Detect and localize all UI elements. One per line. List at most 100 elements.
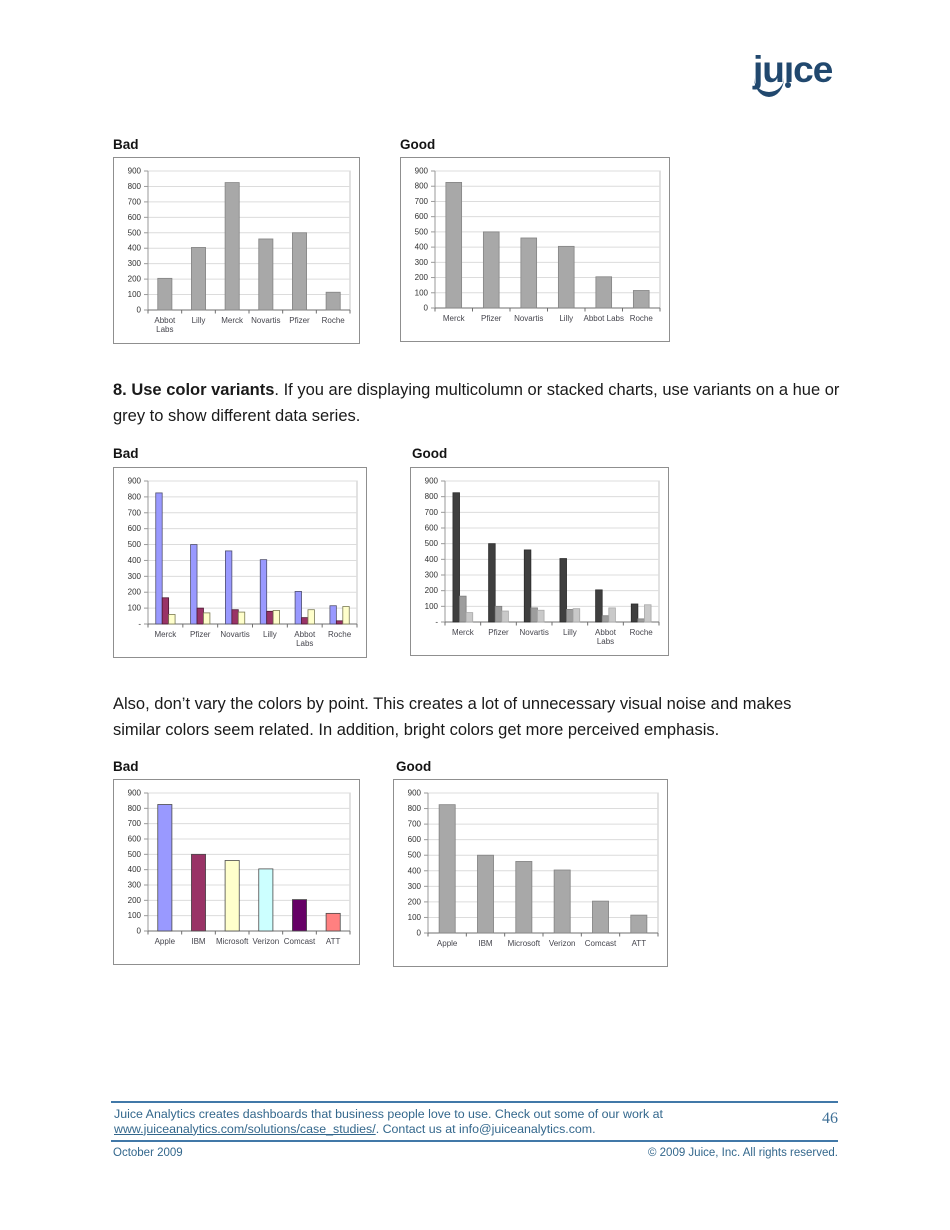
paragraph-color-by-point: Also, don’t vary the colors by point. Th… <box>113 691 843 744</box>
svg-text:Novartis: Novartis <box>220 630 249 639</box>
footer-rule-top <box>111 1101 838 1103</box>
svg-text:100: 100 <box>408 913 422 922</box>
bar <box>501 610 509 623</box>
bar <box>272 610 280 625</box>
bar <box>601 615 610 623</box>
svg-text:100: 100 <box>128 604 142 613</box>
bar <box>445 182 463 309</box>
bar <box>191 247 206 311</box>
svg-text:IBM: IBM <box>191 937 206 946</box>
svg-text:200: 200 <box>425 586 439 595</box>
svg-text:200: 200 <box>128 896 142 905</box>
svg-text:Apple: Apple <box>155 937 176 946</box>
svg-text:Pfizer: Pfizer <box>488 628 509 637</box>
svg-text:0: 0 <box>417 929 422 938</box>
svg-text:400: 400 <box>415 243 429 252</box>
svg-text:0: 0 <box>137 306 142 315</box>
svg-text:400: 400 <box>408 866 422 875</box>
svg-text:Novartis: Novartis <box>514 314 543 323</box>
bar <box>488 543 496 623</box>
svg-text:300: 300 <box>408 882 422 891</box>
bar <box>557 245 575 309</box>
bar <box>155 492 163 625</box>
bar <box>566 609 574 623</box>
svg-text:Microsoft: Microsoft <box>216 937 249 946</box>
bar <box>258 868 274 932</box>
bar <box>329 605 337 625</box>
bar <box>325 912 341 932</box>
bar <box>553 869 571 934</box>
bar <box>482 231 500 309</box>
svg-text:Comcast: Comcast <box>585 939 617 948</box>
svg-text:400: 400 <box>128 556 142 565</box>
footer-rule-bottom <box>111 1140 838 1142</box>
bar <box>515 861 533 934</box>
bar <box>157 277 173 311</box>
bar <box>592 900 609 934</box>
bar <box>459 595 467 623</box>
bar <box>438 804 456 934</box>
logo-text-ce: ce <box>793 49 833 90</box>
chart-row2-bad: - 100 200 300 400 500 600 700 800 900 Merck Pfizer N… <box>113 467 367 658</box>
svg-text:900: 900 <box>425 477 439 486</box>
juice-logo: juı ce <box>753 50 848 106</box>
bar <box>225 550 233 625</box>
svg-text:300: 300 <box>128 881 142 890</box>
bar <box>224 860 240 932</box>
svg-text:Merck: Merck <box>221 316 244 325</box>
svg-text:Roche: Roche <box>322 316 346 325</box>
bar <box>632 290 650 309</box>
bar <box>168 614 176 625</box>
bar <box>465 612 474 623</box>
bar <box>203 612 211 625</box>
page-number: 46 <box>822 1110 838 1127</box>
svg-text:800: 800 <box>128 492 142 501</box>
svg-text:700: 700 <box>128 508 142 517</box>
bar <box>294 591 302 625</box>
svg-text:600: 600 <box>128 213 142 222</box>
footer-copyright: © 2009 Juice, Inc. All rights reserved. <box>647 1147 838 1159</box>
bar <box>630 914 648 934</box>
svg-text:900: 900 <box>128 789 142 798</box>
chart-row3-bad-label: Bad <box>113 759 139 774</box>
svg-text:Abbot Labs: Abbot Labs <box>584 314 624 323</box>
chart-row2-bad-label: Bad <box>113 446 139 461</box>
bar <box>637 618 645 623</box>
svg-text:600: 600 <box>425 524 439 533</box>
svg-text:Merck: Merck <box>452 628 475 637</box>
svg-text:Apple: Apple <box>437 939 458 948</box>
svg-text:800: 800 <box>425 492 439 501</box>
chart-row1-good: 0 100 200 300 400 500 600 700 800 900 Merck Pfizer N… <box>400 157 670 342</box>
bar <box>292 232 307 311</box>
bar <box>530 607 538 623</box>
logo-i-stem: ı <box>783 49 794 90</box>
svg-text:100: 100 <box>128 290 142 299</box>
bar <box>608 607 616 623</box>
bar <box>258 238 274 311</box>
svg-text:500: 500 <box>128 540 142 549</box>
svg-text:800: 800 <box>415 182 429 191</box>
svg-text:600: 600 <box>128 835 142 844</box>
footer-case-studies-link[interactable]: www.juiceanalytics.com/solutions/case_st… <box>114 1121 376 1136</box>
svg-text:600: 600 <box>128 524 142 533</box>
bar <box>266 610 274 625</box>
svg-text:ATT: ATT <box>632 939 647 948</box>
svg-text:500: 500 <box>425 539 439 548</box>
svg-text:400: 400 <box>128 244 142 253</box>
svg-text:IBM: IBM <box>478 939 493 948</box>
svg-text:Merck: Merck <box>155 630 178 639</box>
paragraph-lead-rest: . If you are displaying multicolumn or s… <box>113 380 840 426</box>
svg-text:200: 200 <box>415 273 429 282</box>
chart-row1-bad-label: Bad <box>113 137 139 152</box>
footer-note-after-link: . Contact us at info@juiceanalytics.com. <box>375 1121 596 1136</box>
svg-text:Lilly: Lilly <box>563 628 577 637</box>
svg-text:Microsoft: Microsoft <box>508 939 541 948</box>
svg-text:Lilly: Lilly <box>559 314 573 323</box>
svg-text:-: - <box>138 620 141 629</box>
svg-text:900: 900 <box>128 477 142 486</box>
bar <box>292 899 307 932</box>
bar <box>559 558 567 623</box>
svg-text:700: 700 <box>408 820 422 829</box>
